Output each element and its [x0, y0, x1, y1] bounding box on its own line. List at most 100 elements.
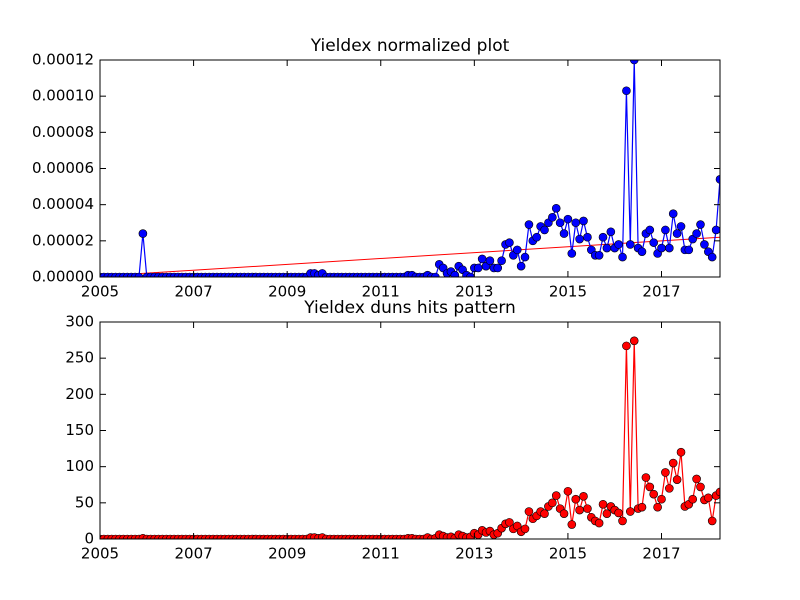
- data-point: [629, 336, 639, 346]
- y-tick-label: 0.00010: [32, 87, 94, 105]
- data-point: [606, 227, 616, 237]
- y-tick-label: 0: [84, 530, 94, 548]
- data-point: [583, 232, 592, 242]
- data-point: [704, 493, 713, 503]
- data-point: [715, 175, 720, 184]
- data-point: [598, 499, 608, 509]
- data-point: [676, 447, 686, 457]
- data-point: [668, 458, 678, 468]
- data-point: [622, 341, 631, 351]
- data-point: [629, 60, 639, 65]
- y-tick-label: 200: [65, 385, 94, 403]
- data-point: [657, 243, 666, 253]
- plot-area: [100, 60, 720, 277]
- data-point: [598, 232, 608, 242]
- plot-area: [100, 336, 720, 539]
- data-point: [551, 203, 561, 213]
- data-point: [688, 494, 698, 504]
- data-point: [138, 229, 148, 238]
- data-point: [555, 218, 565, 228]
- data-point: [625, 240, 635, 249]
- data-point: [715, 487, 720, 497]
- data-point: [672, 229, 682, 238]
- data-point: [524, 220, 534, 229]
- x-tick-label: 2009: [268, 283, 306, 301]
- data-point: [711, 225, 720, 235]
- data-point: [505, 238, 514, 247]
- data-point: [622, 86, 631, 96]
- data-point: [665, 243, 674, 253]
- data-point: [700, 240, 709, 249]
- data-point: [540, 225, 549, 235]
- data-point: [672, 475, 682, 484]
- x-tick-label: 2015: [549, 545, 587, 563]
- data-point: [493, 263, 503, 273]
- data-point: [575, 505, 584, 515]
- y-tick-label: 0.00012: [32, 51, 94, 69]
- y-tick-label: 300: [65, 313, 94, 331]
- data-point: [618, 516, 627, 526]
- data-point: [477, 254, 487, 264]
- data-point: [649, 238, 658, 247]
- data-point: [692, 474, 701, 484]
- data-point: [524, 507, 534, 516]
- data-point: [637, 502, 647, 512]
- x-tick-label: 2007: [174, 283, 212, 301]
- data-point: [450, 270, 460, 277]
- data-point: [661, 468, 670, 477]
- data-point: [661, 225, 670, 235]
- data-point: [583, 504, 592, 513]
- y-tick-label: 250: [65, 349, 94, 367]
- data-point: [653, 502, 662, 512]
- data-point: [696, 482, 705, 492]
- data-point: [520, 252, 530, 262]
- data-point: [594, 518, 604, 528]
- data-point: [431, 272, 440, 277]
- data-point: [602, 243, 612, 253]
- data-point: [649, 489, 658, 499]
- data-point: [625, 507, 635, 516]
- data-point: [665, 484, 674, 493]
- data-point: [571, 218, 581, 228]
- data-point: [692, 229, 701, 238]
- data-point: [618, 252, 627, 262]
- data-point: [676, 222, 686, 231]
- data-point: [614, 508, 623, 518]
- data-point: [579, 216, 588, 226]
- data-point: [571, 494, 581, 504]
- y-tick-label: 0.00002: [32, 231, 94, 249]
- x-tick-label: 2009: [268, 545, 306, 563]
- x-tick-label: 2017: [642, 283, 680, 301]
- chart-title: Yieldex duns hits pattern: [303, 298, 516, 318]
- x-tick-label: 2017: [642, 545, 680, 563]
- data-point: [707, 252, 717, 262]
- data-point: [645, 225, 655, 235]
- y-tick-label: 0.00004: [32, 195, 94, 213]
- data-point: [696, 220, 705, 229]
- data-point: [637, 247, 647, 256]
- x-tick-label: 2005: [81, 545, 119, 563]
- data-point: [594, 251, 604, 260]
- data-point: [707, 516, 717, 526]
- data-point: [548, 213, 557, 222]
- data-point: [602, 509, 612, 518]
- y-tick-label: 0.00000: [32, 268, 94, 286]
- data-point: [485, 256, 495, 266]
- data-point: [668, 209, 678, 219]
- x-tick-label: 2013: [455, 283, 493, 301]
- data-point: [512, 245, 522, 255]
- data-point: [134, 272, 144, 277]
- data-point: [657, 494, 666, 504]
- x-tick-label: 2015: [549, 283, 587, 301]
- data-point: [559, 509, 569, 518]
- y-tick-label: 50: [75, 493, 94, 511]
- data-point: [567, 249, 577, 258]
- data-point: [579, 492, 588, 501]
- data-point: [641, 473, 651, 482]
- y-tick-label: 0.00008: [32, 123, 94, 141]
- data-point: [563, 486, 573, 496]
- data-point: [684, 245, 694, 255]
- y-tick-label: 150: [65, 421, 94, 439]
